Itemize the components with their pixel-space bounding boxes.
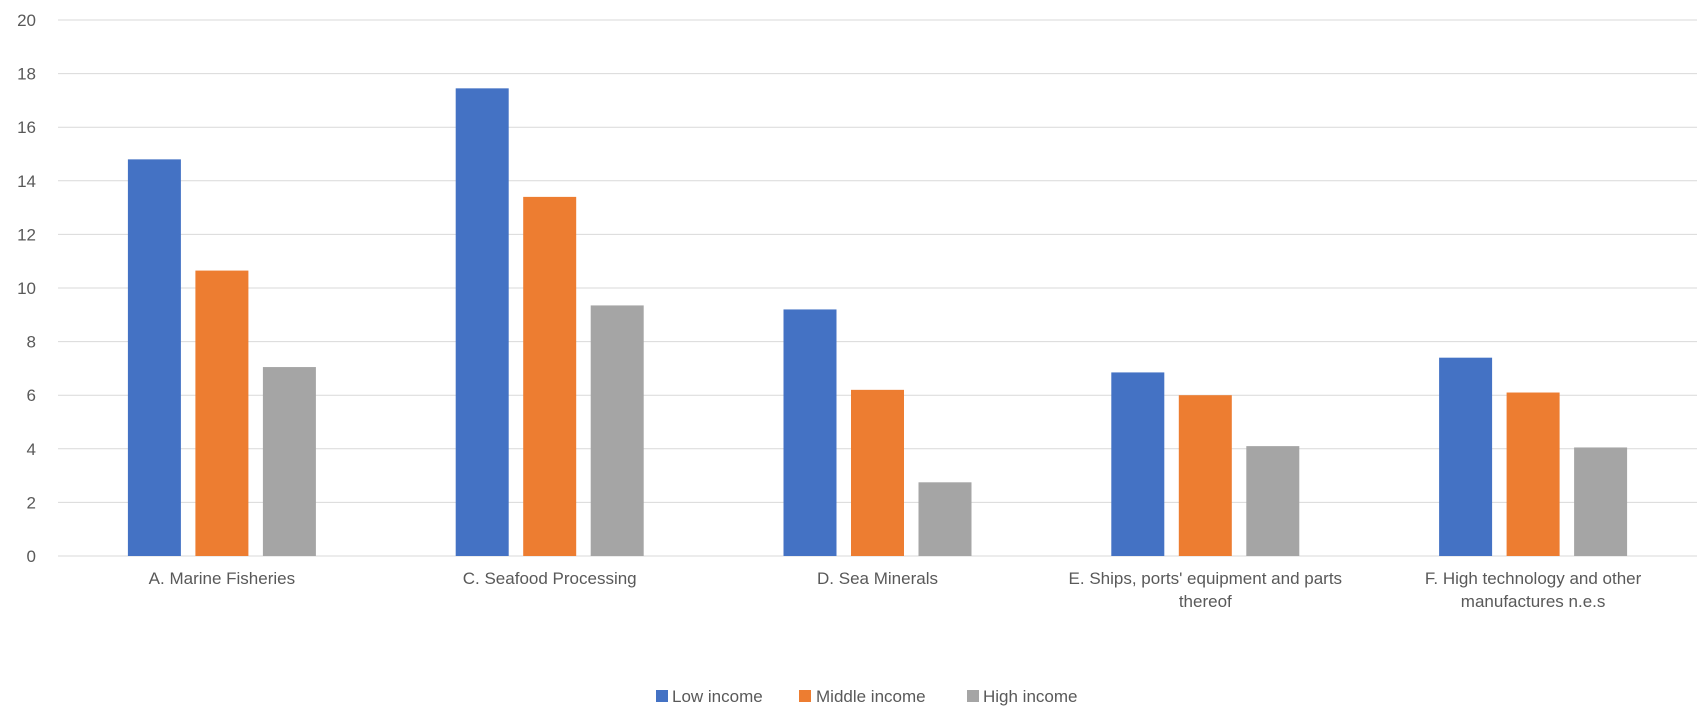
y-tick-label: 6 (27, 386, 36, 405)
y-tick-label: 20 (17, 11, 36, 30)
bar (1246, 446, 1300, 556)
bar (1506, 392, 1560, 556)
bar (195, 270, 249, 556)
bars (127, 88, 1628, 557)
bar (851, 389, 904, 556)
bar (918, 482, 972, 556)
x-category-label: manufactures n.e.s (1461, 592, 1606, 611)
bar (127, 159, 181, 557)
legend-label: Low income (672, 687, 763, 706)
y-tick-label: 12 (17, 225, 36, 244)
bar (262, 367, 316, 556)
x-category-label: D. Sea Minerals (817, 569, 938, 588)
bar (455, 88, 509, 556)
legend-swatch (799, 690, 811, 702)
legend-swatch (656, 690, 668, 702)
y-tick-label: 8 (27, 333, 36, 352)
y-axis-tick-labels: 0 2 4 6 8 10 12 14 16 18 20 (17, 11, 36, 566)
y-tick-label: 14 (17, 172, 36, 191)
gridlines (58, 19, 1697, 557)
bar (1574, 447, 1628, 556)
bar (523, 196, 577, 556)
y-tick-label: 4 (27, 440, 36, 459)
bar (1111, 372, 1165, 556)
y-tick-label: 10 (17, 279, 36, 298)
bar (783, 309, 837, 556)
y-tick-label: 18 (17, 65, 36, 84)
legend-label: Middle income (816, 687, 926, 706)
x-category-label: F. High technology and other (1425, 569, 1642, 588)
bar (1178, 395, 1232, 556)
x-axis-category-labels: A. Marine Fisheries C. Seafood Processing… (149, 569, 1642, 611)
legend-label: High income (983, 687, 1078, 706)
legend: Low income Middle income High income (656, 687, 1078, 706)
x-category-label: A. Marine Fisheries (149, 569, 295, 588)
y-tick-label: 2 (27, 493, 36, 512)
y-tick-label: 0 (27, 547, 36, 566)
x-category-label: C. Seafood Processing (463, 569, 637, 588)
x-category-label: E. Ships, ports' equipment and parts (1069, 569, 1343, 588)
legend-swatch (967, 690, 979, 702)
y-tick-label: 16 (17, 118, 36, 137)
bar (590, 305, 644, 556)
bar (1439, 357, 1493, 556)
x-category-label: thereof (1179, 592, 1232, 611)
